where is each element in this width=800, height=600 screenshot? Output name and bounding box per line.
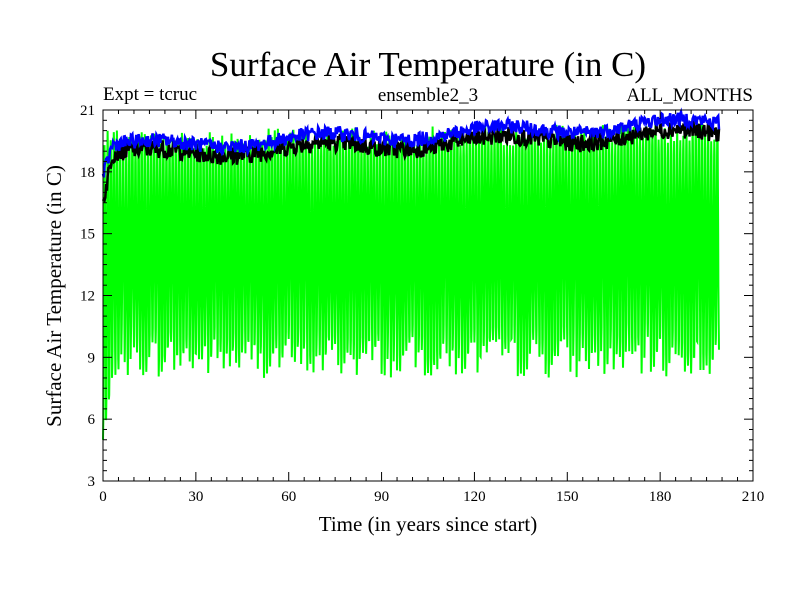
- x-tick-label: 150: [556, 489, 579, 505]
- y-tick-label: 15: [80, 227, 95, 243]
- y-tick-label: 6: [88, 412, 96, 428]
- y-axis-label: Surface Air Temperature (in C): [42, 165, 66, 427]
- x-tick-label: 90: [374, 489, 389, 505]
- y-tick-label: 18: [80, 165, 95, 181]
- tick-layer: 0 30 60 90 120 150 180 210 3 6 9 12 15 18 21: [80, 103, 764, 505]
- plot-frame: [102, 109, 754, 482]
- y-tick-label: 3: [88, 474, 96, 490]
- x-tick-label: 120: [463, 489, 486, 505]
- x-tick-label: 180: [649, 489, 672, 505]
- series-layer: [101, 107, 721, 440]
- x-tick-label: 0: [99, 489, 107, 505]
- y-tick-label: 21: [80, 103, 95, 119]
- series-black-line: [101, 120, 721, 204]
- y-tick-label: 9: [88, 350, 96, 366]
- subtitle-center: ensemble2_3: [378, 85, 478, 106]
- subtitle-left: Expt = tcruc: [103, 84, 197, 105]
- y-tick-label: 12: [80, 289, 95, 305]
- chart-title: Surface Air Temperature (in C): [210, 45, 646, 84]
- subtitle-right: ALL_MONTHS: [626, 85, 753, 106]
- series-blue-line: [101, 107, 721, 178]
- series-green-line: [102, 123, 720, 440]
- x-axis-label: Time (in years since start): [319, 512, 538, 536]
- x-tick-label: 210: [742, 489, 765, 505]
- x-tick-label: 60: [281, 489, 296, 505]
- x-tick-label: 30: [188, 489, 203, 505]
